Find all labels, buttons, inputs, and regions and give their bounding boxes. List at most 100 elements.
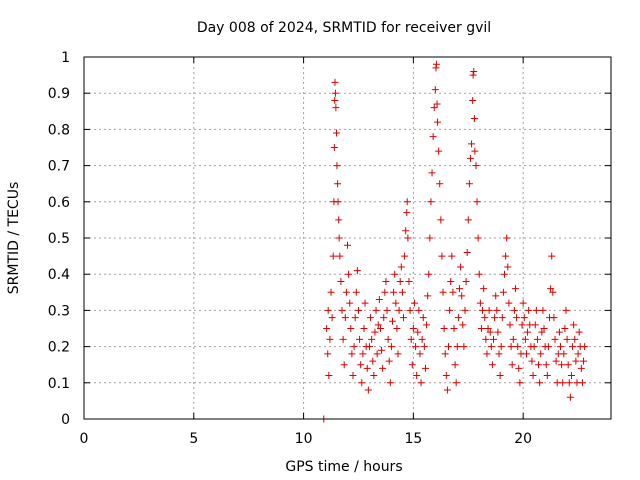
y-tick-label: 0.5 (48, 231, 70, 247)
data-point (494, 328, 502, 336)
data-point (542, 361, 550, 369)
data-point (433, 100, 441, 108)
data-point (364, 386, 372, 394)
data-point (428, 169, 436, 177)
data-point (417, 379, 425, 387)
data-point (561, 325, 569, 332)
data-point (470, 67, 478, 75)
tick-labels: 00.10.20.30.40.50.60.70.80.910 5 10 15 20 (48, 50, 532, 447)
data-point (397, 263, 405, 271)
data-point (452, 379, 460, 387)
data-point (335, 234, 343, 242)
data-point (324, 306, 332, 314)
data-point (465, 180, 473, 188)
data-point (497, 343, 505, 351)
data-point (351, 314, 359, 322)
data-point (446, 306, 454, 314)
data-point (368, 335, 376, 343)
data-point (556, 343, 564, 351)
data-point (562, 306, 570, 314)
data-point (421, 364, 429, 372)
data-point (482, 335, 490, 343)
data-point (386, 379, 394, 387)
data-point (378, 346, 386, 354)
data-point (409, 325, 417, 332)
data-point (430, 104, 438, 112)
data-point (340, 361, 348, 369)
data-point (367, 314, 375, 322)
data-point (463, 248, 471, 256)
grid-lines (84, 57, 611, 419)
data-point (454, 314, 462, 322)
data-point (453, 343, 461, 351)
data-point (339, 335, 347, 343)
data-point (488, 361, 496, 369)
data-point (383, 306, 391, 314)
data-point (501, 270, 509, 278)
data-point (479, 306, 487, 314)
data-point (347, 325, 355, 332)
data-point (374, 321, 382, 329)
data-point (530, 343, 538, 351)
data-point (549, 288, 557, 296)
data-point (323, 325, 331, 332)
data-point (398, 288, 406, 296)
data-point (524, 328, 532, 336)
data-point (434, 118, 442, 126)
data-point (358, 379, 366, 387)
data-point (372, 306, 380, 314)
data-point (356, 335, 364, 343)
data-point (509, 335, 517, 343)
data-point (493, 306, 501, 314)
data-point (387, 343, 395, 351)
y-tick-label: 0.3 (48, 303, 70, 319)
data-point (514, 343, 522, 351)
data-point (408, 361, 416, 369)
data-point (516, 379, 524, 387)
data-point (373, 350, 381, 358)
data-point (451, 361, 459, 369)
data-point (559, 379, 567, 387)
data-point (513, 314, 521, 322)
data-point (507, 343, 515, 351)
data-point (381, 288, 389, 296)
data-point (563, 335, 571, 343)
data-point (393, 325, 401, 332)
data-point (548, 252, 556, 260)
data-point (357, 361, 365, 369)
x-tick-label: 5 (189, 431, 198, 447)
data-point (346, 299, 354, 307)
data-point (492, 292, 500, 300)
data-point (577, 364, 585, 372)
data-point (464, 216, 472, 224)
data-point (538, 328, 546, 336)
data-point (342, 288, 350, 296)
data-point (327, 288, 335, 296)
data-point (537, 350, 545, 358)
data-point (427, 198, 435, 206)
data-point (406, 306, 414, 314)
data-point (485, 306, 493, 314)
data-point (525, 306, 533, 314)
data-point (407, 335, 415, 343)
data-point (442, 372, 450, 380)
data-point (335, 216, 343, 224)
x-axis-label: GPS time / hours (285, 459, 402, 475)
data-point (423, 321, 431, 329)
data-point (360, 325, 368, 332)
data-point (457, 263, 465, 271)
data-point (581, 343, 589, 351)
data-point (551, 335, 559, 343)
data-point (348, 350, 356, 358)
data-point (475, 270, 483, 278)
data-point (460, 343, 468, 351)
data-point (341, 314, 349, 322)
data-point (438, 252, 446, 260)
data-point (326, 335, 334, 343)
data-point (429, 133, 437, 141)
data-point (337, 277, 345, 285)
data-point (572, 357, 580, 365)
data-point (522, 350, 530, 358)
data-point (399, 314, 407, 322)
data-point (391, 270, 399, 278)
